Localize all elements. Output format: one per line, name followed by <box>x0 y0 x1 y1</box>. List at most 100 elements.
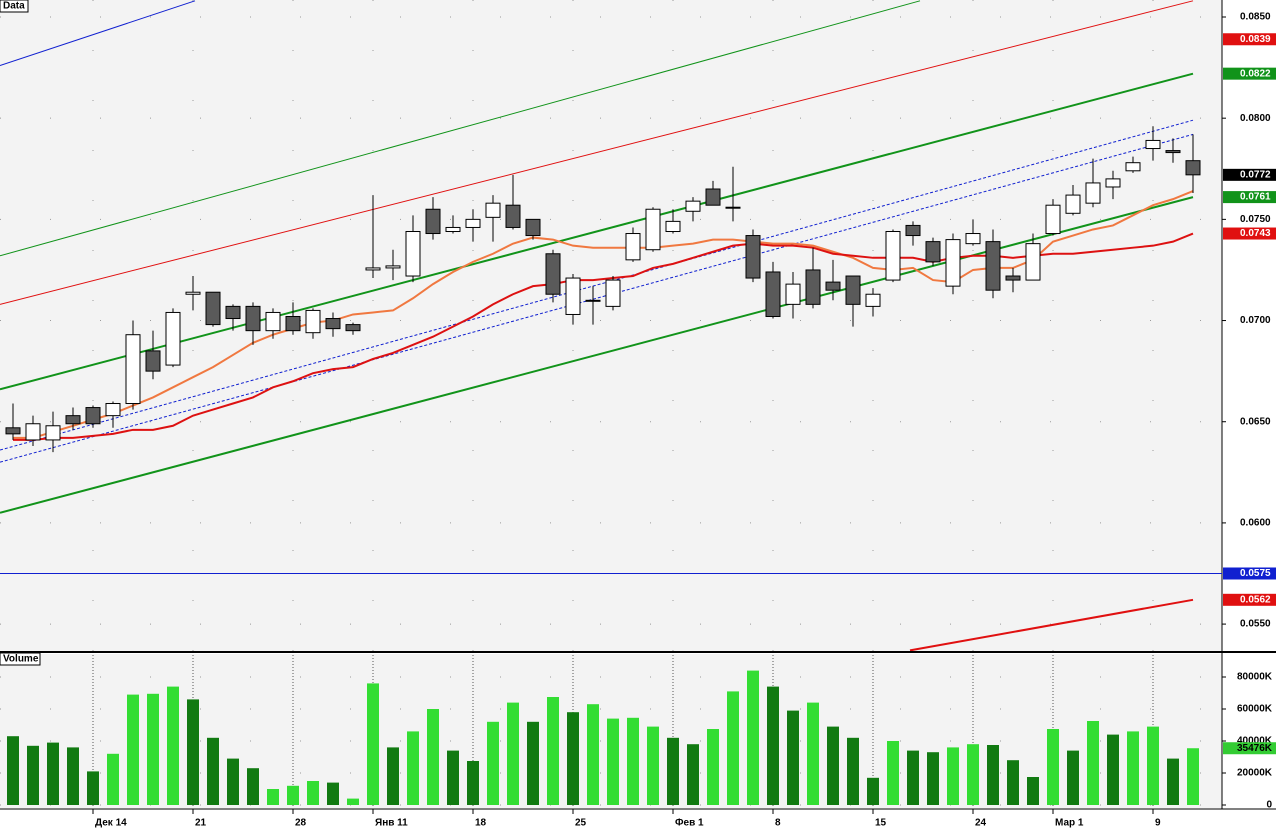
volume-bar <box>967 744 979 805</box>
channel-line <box>909 598 1194 651</box>
y-tick-label: 20000K <box>1237 768 1273 779</box>
x-tick-label: 9 <box>1155 818 1161 829</box>
channel-line <box>0 133 1194 463</box>
volume-bar <box>67 747 79 805</box>
x-tick-label: Фев 1 <box>675 818 704 829</box>
volume-bar <box>1027 777 1039 805</box>
price-marker-label: 0.0822 <box>1240 68 1271 79</box>
candle-body <box>885 231 901 281</box>
candle-body <box>605 279 621 307</box>
volume-bar <box>1007 760 1019 805</box>
volume-marker <box>1223 742 1276 755</box>
volume-bar <box>587 704 599 805</box>
volume-marker-label: 35476K <box>1237 743 1273 754</box>
volume-bar <box>267 789 279 805</box>
candle-body <box>925 241 941 263</box>
title-box <box>0 652 41 666</box>
volume-bar <box>147 693 159 805</box>
candle-body <box>905 224 921 237</box>
candle-body <box>265 311 281 332</box>
price-marker <box>1223 567 1276 580</box>
volume-bar <box>527 721 539 805</box>
volume-bar <box>947 747 959 805</box>
volume-bar <box>987 745 999 805</box>
candle-body <box>305 309 321 334</box>
price-marker-label: 0.0839 <box>1240 34 1271 45</box>
pane-title: Data <box>3 1 25 12</box>
x-tick-label: 28 <box>295 818 307 829</box>
candle-body <box>645 208 661 251</box>
volume-bar <box>847 737 859 805</box>
y-tick-label: 0.0650 <box>1240 416 1271 427</box>
volume-bar <box>127 694 139 805</box>
candle-body <box>425 208 441 235</box>
candle-body <box>785 283 801 305</box>
candle-body <box>45 425 61 441</box>
y-tick-label: 0.0550 <box>1240 619 1271 630</box>
candle-body <box>585 299 601 302</box>
volume-bar <box>727 691 739 805</box>
price-marker-label: 0.0761 <box>1240 192 1271 203</box>
candle-body <box>865 293 881 307</box>
candle-body <box>445 226 461 233</box>
volume-bar <box>1087 721 1099 805</box>
y-tick-label: 0.0600 <box>1240 518 1271 529</box>
candle-body <box>945 239 961 287</box>
volume-layer <box>0 655 1222 807</box>
candle-body <box>745 235 761 279</box>
volume-bar <box>567 712 579 805</box>
candle-body <box>1145 139 1161 150</box>
volume-bar <box>407 731 419 805</box>
candle-body <box>85 407 101 425</box>
candle-body <box>725 206 741 209</box>
volume-bar <box>47 742 59 805</box>
volume-bar <box>327 782 339 805</box>
y-tick-label: 0 <box>1266 800 1272 811</box>
y-tick-label: 0.0750 <box>1240 214 1271 225</box>
volume-bar <box>1047 729 1059 805</box>
volume-bar <box>1067 750 1079 805</box>
candle-body <box>385 265 401 269</box>
volume-bar <box>287 785 299 805</box>
candle-body <box>145 350 161 372</box>
price-marker <box>1223 593 1276 606</box>
y-tick-label: 0.0850 <box>1240 12 1271 23</box>
volume-bar <box>707 729 719 805</box>
volume-bar <box>627 717 639 805</box>
volume-bar <box>487 721 499 805</box>
candle-body <box>805 269 821 305</box>
volume-bar <box>787 710 799 805</box>
price-marker <box>1223 67 1276 80</box>
candle-body <box>1165 150 1181 154</box>
y-tick-label: 0.0700 <box>1240 315 1271 326</box>
x-tick-label: 24 <box>975 818 987 829</box>
channel-line <box>0 72 1194 391</box>
volume-bar <box>387 747 399 805</box>
pane-title: Volume <box>3 654 39 665</box>
volume-bar <box>447 750 459 805</box>
candle-body <box>5 427 21 435</box>
x-tick-label: 25 <box>575 818 587 829</box>
volume-bar <box>687 744 699 805</box>
y-tick-label: 40000K <box>1237 736 1273 747</box>
x-tick-label: Дек 14 <box>95 818 127 829</box>
candle-body <box>325 318 341 330</box>
price-marker <box>1223 33 1276 46</box>
volume-bar <box>907 750 919 805</box>
volume-bar <box>187 699 199 805</box>
volume-bar <box>27 745 39 805</box>
volume-bar <box>227 758 239 805</box>
candle-body <box>125 334 141 405</box>
price-layer <box>0 0 1222 651</box>
price-marker-label: 0.0562 <box>1240 594 1271 605</box>
candle-body <box>1185 160 1201 176</box>
candle-body <box>665 220 681 233</box>
y-tick-label: 80000K <box>1237 672 1273 683</box>
volume-bar <box>1187 748 1199 805</box>
candle-body <box>765 271 781 317</box>
volume-bar <box>867 777 879 805</box>
volume-bar <box>307 781 319 805</box>
candle-body <box>225 305 241 320</box>
y-tick-label: 0.0800 <box>1240 113 1271 124</box>
